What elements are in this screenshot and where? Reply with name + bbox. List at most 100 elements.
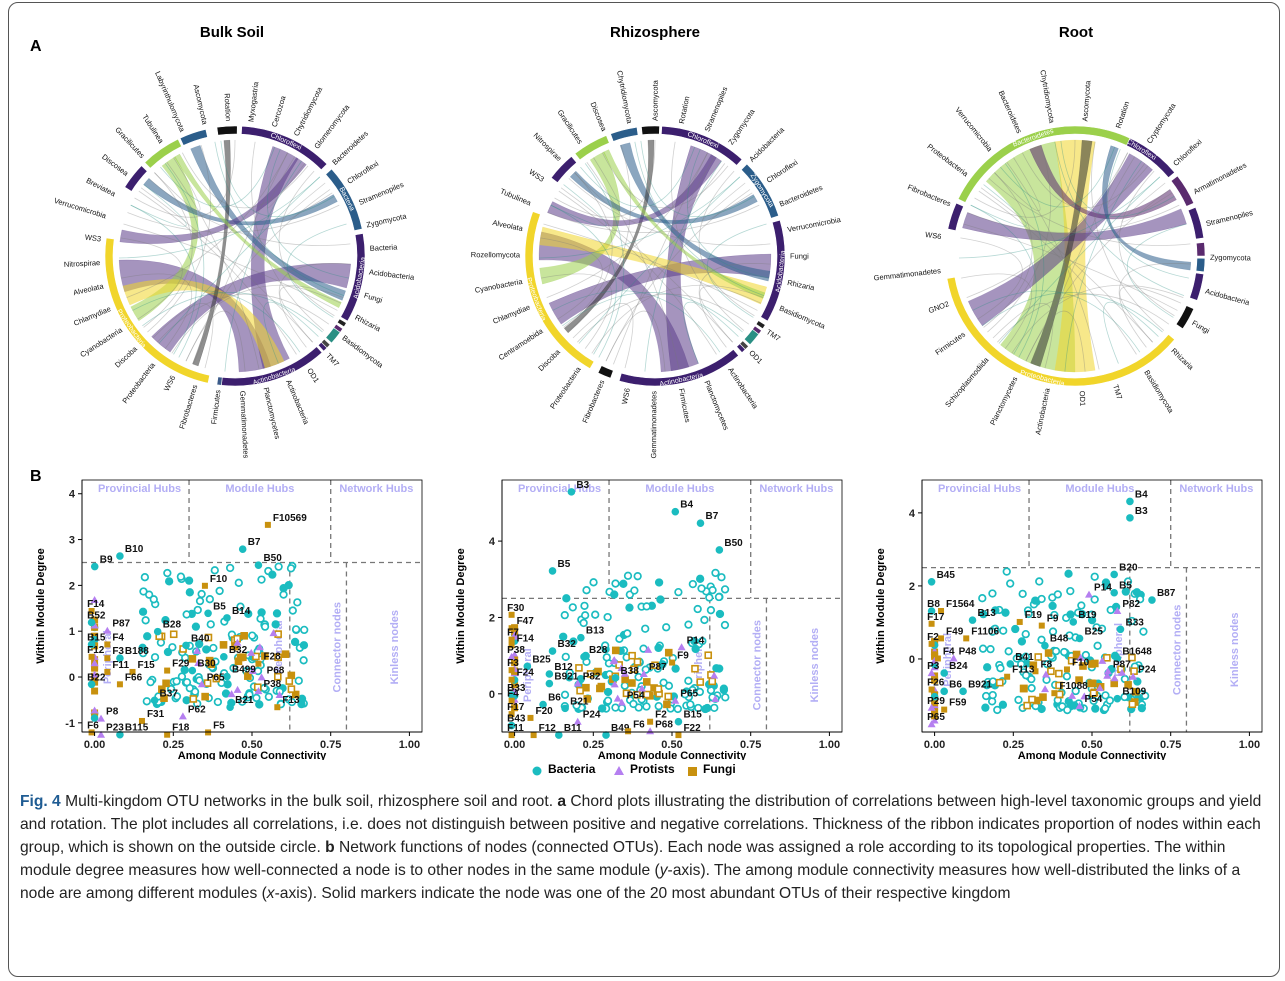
node-label: P23 [106, 723, 124, 734]
node-label: F6 [87, 720, 99, 731]
labelled-fungi-point [1004, 673, 1011, 680]
node-label: P24 [1138, 665, 1156, 676]
protist-point [233, 638, 242, 646]
chord-line [143, 172, 193, 328]
bacteria-point [714, 592, 724, 602]
node-label: F5 [213, 720, 225, 731]
bacteria-point [1031, 596, 1040, 605]
x-tick-label: 0.25 [163, 739, 184, 751]
fungi-point [1055, 681, 1063, 690]
bacteria-point [234, 578, 243, 587]
bacteria-point [236, 602, 245, 611]
labelled-fungi-point [530, 732, 537, 739]
labelled-bacteria-point [1116, 625, 1125, 634]
chord-line [1004, 163, 1045, 358]
labelled-bacteria-point [1148, 596, 1156, 604]
fungi-point [1110, 679, 1119, 688]
chord-outer-label: Planctomycetes [261, 386, 282, 440]
x-tick-label: 0.75 [1160, 739, 1181, 751]
labelled-fungi-point [104, 655, 111, 662]
bacteria-point [1001, 608, 1010, 617]
chord-outer-label: Armatimonadetes [1192, 160, 1248, 196]
chord-outer-label: Nitrospirae [532, 131, 564, 163]
chord-outer-label: Bacteria [370, 242, 399, 252]
labelled-fungi-point [647, 718, 654, 725]
node-label: B14 [232, 606, 251, 617]
legend-fungi-marker [688, 767, 697, 776]
bacteria-point [603, 687, 613, 697]
fungi-point [1072, 650, 1081, 659]
chord-line [126, 152, 289, 298]
bacteria-point [168, 643, 177, 652]
node-label: B33 [1125, 617, 1144, 628]
chord-segment [641, 125, 660, 135]
chord-outer-label: Labyrinthulomycota [153, 70, 187, 134]
node-label: F113 [1012, 665, 1035, 676]
labelled-bacteria-point [87, 680, 96, 689]
labelled-protist-point [97, 730, 106, 738]
bacteria-point [286, 564, 296, 573]
fungi-point [628, 679, 636, 687]
chord-line [281, 182, 333, 223]
node-label: P38 [263, 679, 281, 690]
chord-outer-label: Rhizaria [1169, 346, 1196, 372]
node-label: P38 [507, 645, 525, 656]
bacteria-point [602, 653, 611, 662]
bacteria-point [166, 684, 176, 694]
chord-line [558, 190, 717, 355]
zone-module-hubs: Module Hubs [1065, 483, 1134, 495]
protist-point [90, 670, 99, 678]
chord-line [974, 139, 1076, 218]
node-label: B188 [125, 646, 149, 657]
chord-line [166, 161, 260, 370]
bacteria-point [705, 593, 714, 602]
chord-line [560, 187, 733, 343]
chord-outer-label: Basidiomycota [778, 304, 827, 331]
bacteria-point [1014, 695, 1023, 705]
node-label: B24 [949, 661, 968, 672]
bacteria-point [272, 609, 282, 618]
chord-line [966, 152, 1129, 298]
fungi-point [586, 670, 595, 678]
labelled-fungi-point [1032, 668, 1039, 675]
bacteria-point [182, 610, 191, 619]
bacteria-point [279, 584, 288, 593]
bacteria-point [1091, 704, 1100, 713]
labelled-fungi-point [104, 668, 111, 675]
labelled-protist-point [927, 703, 936, 711]
labelled-fungi-point [164, 667, 171, 674]
chord-line [539, 176, 741, 259]
bacteria-point [654, 578, 664, 587]
bacteria-point [1048, 627, 1058, 636]
node-label: B19 [1078, 610, 1097, 621]
fungi-point [597, 682, 606, 691]
bacteria-point [143, 632, 152, 641]
chord-outer-label: Nitrospirae [64, 258, 101, 269]
chord-outer-label: Fibrobacteres [580, 378, 606, 424]
labelled-protist-point [1085, 590, 1093, 598]
x-axis-label: Among Module Connectivity [178, 750, 327, 760]
labelled-bacteria-point [220, 653, 228, 661]
bacteria-point [195, 596, 205, 606]
caption-b-text-1: Network functions of nodes (connected OT… [20, 839, 1226, 879]
node-label: B40 [191, 633, 210, 644]
chord-line [1121, 182, 1173, 223]
zone-module-hubs: Module Hubs [645, 483, 714, 495]
legend-bacteria-marker [532, 766, 542, 776]
chord-line [214, 141, 345, 297]
bacteria-point [978, 644, 988, 653]
bacteria-point [603, 612, 612, 622]
node-label: P82 [583, 672, 601, 683]
bacteria-point [559, 632, 568, 641]
chord-line [181, 152, 309, 209]
chord-line [686, 156, 726, 209]
node-label: P54 [627, 691, 645, 702]
bacteria-point [223, 680, 232, 689]
node-label: F8 [1040, 659, 1052, 670]
chord-line [267, 149, 349, 279]
fungi-point [1128, 653, 1136, 662]
labelled-bacteria-point [545, 679, 554, 688]
bacteria-point [591, 610, 600, 619]
node-label: P65 [927, 712, 945, 723]
